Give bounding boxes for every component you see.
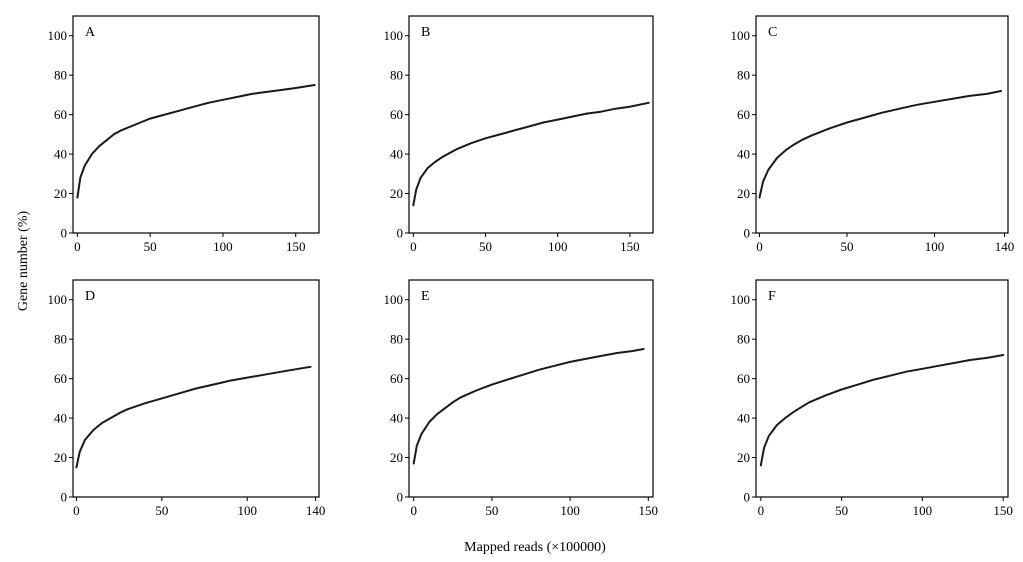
- panel-a-y-tick-label: 60: [54, 107, 67, 122]
- panel-e-y-tick-label: 0: [397, 490, 404, 505]
- panels: 0 20 40 60 80 100 0 50 100 150 A 0 20 40 60 80 100 0 50 100…: [48, 15, 1015, 518]
- panel-b-x-tick-label: 50: [479, 239, 492, 254]
- panel-f-label: F: [768, 289, 776, 304]
- panel-d-y-tick-label: 80: [54, 332, 67, 347]
- panel-d-x-tick-label: 100: [238, 503, 258, 518]
- panel-c-x-tick-label: 0: [756, 239, 763, 254]
- panel-e-y-tick-label: 20: [390, 450, 403, 465]
- panel-a-x-tick-label: 50: [144, 239, 157, 254]
- panel-c-y-tick-label: 60: [737, 107, 750, 122]
- panel-c-y-tick-label: 20: [737, 186, 750, 201]
- panel-f-y-tick-label: 0: [744, 490, 751, 505]
- panel-b-x-tick-label: 0: [410, 239, 417, 254]
- panel-a-y-tick-label: 20: [54, 186, 67, 201]
- panel-e-label: E: [421, 289, 430, 304]
- panel-a-y-tick-label: 100: [48, 28, 68, 43]
- panel-b-label: B: [421, 25, 430, 40]
- panel-c-y-tick-label: 100: [731, 28, 751, 43]
- panel-d-y-tick-label: 40: [54, 411, 67, 426]
- panel-a-x-tick-label: 150: [286, 239, 306, 254]
- panel-f-x-tick-label: 100: [913, 503, 933, 518]
- panel-f-x-tick-label: 50: [835, 503, 848, 518]
- panel-e: 0 20 40 60 80 100 0 50 100 150 E: [384, 279, 659, 518]
- panel-b: 0 20 40 60 80 100 0 50 100 150 B: [384, 15, 654, 254]
- panel-a-y-tick-label: 0: [61, 226, 68, 241]
- panel-d-saturation-curve: [75, 365, 312, 469]
- panel-e-x-tick-label: 150: [639, 503, 659, 518]
- panel-c-y-tick-label: 80: [737, 68, 750, 83]
- panel-c: 0 20 40 60 80 100 0 50 100 140 C: [731, 15, 1015, 254]
- panel-d: 0 20 40 60 80 100 0 50 100 140 D: [48, 279, 326, 518]
- panel-b-x-tick-label: 150: [620, 239, 640, 254]
- panel-f-y-tick-label: 80: [737, 332, 750, 347]
- panel-e-frame: [408, 279, 654, 498]
- panel-e-x-tick-label: 0: [410, 503, 417, 518]
- x-axis-title: Mapped reads (×100000): [464, 540, 606, 555]
- panel-e-y-tick-label: 100: [384, 292, 404, 307]
- panel-d-label: D: [85, 289, 95, 304]
- y-axis-title: Gene number (%): [16, 211, 31, 312]
- panel-c-y-tick-label: 40: [737, 147, 750, 162]
- panel-b-y-tick-label: 0: [397, 226, 404, 241]
- panel-a-x-tick-label: 100: [213, 239, 233, 254]
- panel-f-y-tick-label: 100: [731, 292, 751, 307]
- panel-d-y-tick-label: 60: [54, 371, 67, 386]
- panel-d-y-tick-label: 0: [61, 490, 68, 505]
- panel-d-y-tick-label: 100: [48, 292, 68, 307]
- panel-d-x-tick-label: 0: [73, 503, 80, 518]
- panel-c-saturation-curve: [758, 90, 1002, 199]
- panel-c-frame: [755, 15, 1009, 234]
- panel-a-y-tick-label: 40: [54, 147, 67, 162]
- panel-a-saturation-curve: [76, 84, 316, 199]
- panel-b-y-tick-label: 40: [390, 147, 403, 162]
- panel-b-y-tick-label: 20: [390, 186, 403, 201]
- panel-f: 0 20 40 60 80 100 0 50 100 150 F: [731, 279, 1013, 518]
- panel-b-y-tick-label: 100: [384, 28, 404, 43]
- panel-b-y-tick-label: 60: [390, 107, 403, 122]
- panel-c-y-tick-label: 0: [744, 226, 751, 241]
- panel-f-y-tick-label: 60: [737, 371, 750, 386]
- panel-e-saturation-curve: [412, 348, 645, 465]
- panel-f-y-tick-label: 40: [737, 411, 750, 426]
- panel-a-y-tick-label: 80: [54, 68, 67, 83]
- panel-f-saturation-curve: [759, 354, 1005, 467]
- panel-e-y-tick-label: 40: [390, 411, 403, 426]
- panel-b-frame: [408, 15, 654, 234]
- panel-d-frame: [72, 279, 320, 498]
- panel-b-saturation-curve: [412, 101, 650, 207]
- panel-c-label: C: [768, 25, 777, 40]
- panel-a-frame: [72, 15, 320, 234]
- panel-e-x-tick-label: 50: [485, 503, 498, 518]
- panel-e-x-tick-label: 100: [560, 503, 580, 518]
- panel-b-y-tick-label: 80: [390, 68, 403, 83]
- panel-d-x-tick-label: 140: [306, 503, 326, 518]
- panel-a: 0 20 40 60 80 100 0 50 100 150 A: [48, 15, 320, 254]
- panel-f-x-tick-label: 0: [758, 503, 765, 518]
- panel-c-x-tick-label: 140: [995, 239, 1015, 254]
- panel-d-x-tick-label: 50: [155, 503, 168, 518]
- panel-d-y-tick-label: 20: [54, 450, 67, 465]
- panel-a-x-tick-label: 0: [74, 239, 81, 254]
- panel-c-x-tick-label: 50: [841, 239, 854, 254]
- panel-e-y-tick-label: 80: [390, 332, 403, 347]
- panel-a-label: A: [85, 25, 96, 40]
- panel-f-y-tick-label: 20: [737, 450, 750, 465]
- panel-e-y-tick-label: 60: [390, 371, 403, 386]
- panel-c-x-tick-label: 100: [925, 239, 945, 254]
- panel-f-x-tick-label: 150: [993, 503, 1013, 518]
- panel-f-frame: [755, 279, 1009, 498]
- panel-b-x-tick-label: 100: [548, 239, 568, 254]
